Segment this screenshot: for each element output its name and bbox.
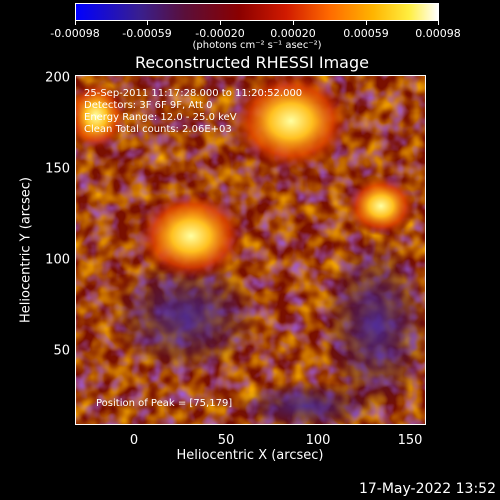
y-tick-label: 100: [45, 252, 70, 268]
y-axis-label: Heliocentric Y (arcsec): [18, 177, 34, 323]
colorbar-tick-label: 0.00020: [270, 27, 316, 40]
colorbar-tick: [147, 21, 148, 25]
y-tick-label: 50: [53, 343, 70, 359]
colorbar-tick-label: -0.00059: [122, 27, 172, 40]
colorbar-tick-label: 0.00059: [343, 27, 389, 40]
colorbar-tick-label: 0.00098: [415, 27, 461, 40]
annotation-method: Clean Total counts: 2.06E+03: [84, 124, 232, 135]
colorbar-tick: [438, 21, 439, 25]
colorbar-tick: [366, 21, 367, 25]
annotation-energy-range: Energy Range: 12.0 - 25.0 keV: [84, 112, 237, 123]
plot-title: Reconstructed RHESSI Image: [135, 53, 369, 72]
x-tick-label: 150: [397, 433, 423, 448]
colorbar-tick: [75, 21, 76, 25]
colorbar-tick: [293, 21, 294, 25]
x-tick-label: 100: [305, 433, 331, 448]
footer-timestamp: 17-May-2022 13:52: [358, 481, 496, 497]
annotation-detectors: Detectors: 3F 6F 9F, Att 0: [84, 100, 213, 111]
colorbar-tick-label: -0.00098: [50, 27, 100, 40]
rhessi-image-canvas: [76, 76, 425, 424]
annotation-time-range: 25-Sep-2011 11:17:28.000 to 11:20:52.000: [84, 88, 303, 99]
x-axis-label: Heliocentric X (arcsec): [176, 448, 324, 463]
colorbar-tick-label: -0.00020: [195, 27, 245, 40]
colorbar-units: (photons cm⁻² s⁻¹ asec⁻²): [192, 40, 322, 51]
y-tick-label: 150: [45, 161, 70, 177]
colorbar-tick: [220, 21, 221, 25]
x-tick-label: 0: [129, 433, 139, 448]
annotation-peak: Position of Peak = [75,179]: [96, 398, 233, 409]
x-tick-label: 50: [217, 433, 235, 448]
rhessi-image: 25-Sep-2011 11:17:28.000 to 11:20:52.000…: [75, 75, 426, 425]
y-tick-label: 200: [45, 70, 70, 86]
colorbar: [75, 3, 439, 21]
